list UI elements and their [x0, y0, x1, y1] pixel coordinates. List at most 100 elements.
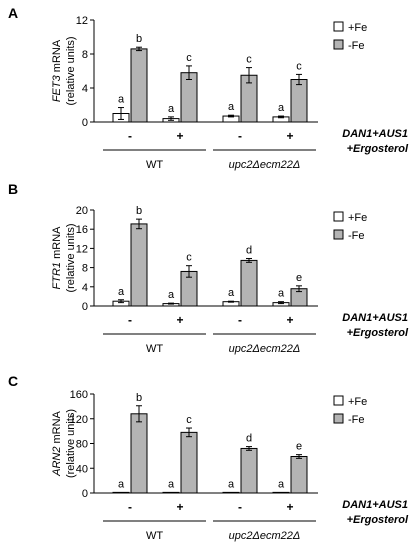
bar — [130, 223, 148, 307]
significance-letter: a — [228, 287, 235, 299]
treatment-mark: + — [176, 313, 183, 327]
significance-letter: a — [118, 478, 125, 490]
treatment-label: DAN1+AUS1 — [342, 312, 408, 324]
y-axis-label: FET3 mRNA — [51, 39, 63, 102]
treatment-mark: + — [286, 129, 293, 143]
panel-letter: C — [8, 373, 18, 389]
y-axis-label-rest: mRNA — [51, 410, 63, 446]
significance-letter: e — [296, 272, 302, 284]
group-label: upc2Δecm22Δ — [229, 530, 301, 542]
y-axis-label-rest: mRNA — [51, 226, 63, 262]
significance-letter: a — [228, 101, 235, 113]
y-tick-label: 160 — [70, 389, 88, 401]
significance-letter: b — [136, 205, 142, 217]
legend-label: +Fe — [348, 22, 367, 34]
treatment-mark: - — [128, 313, 132, 327]
y-tick-label: 0 — [82, 301, 88, 313]
group-label: WT — [146, 159, 163, 171]
significance-letter: d — [246, 244, 252, 256]
legend-swatch — [333, 413, 344, 424]
significance-letter: d — [246, 433, 252, 445]
panel-b: B 0 4 8 12 16 20 FTR1 mRNA (relative units) a a a a b… — [8, 181, 409, 355]
legend-label: +Fe — [348, 396, 367, 408]
treatment-label: +Ergosterol — [347, 143, 409, 155]
bar — [130, 413, 148, 494]
y-axis-label-rest: mRNA — [51, 39, 63, 75]
y-axis-label-line2: (relative units) — [65, 223, 77, 292]
y-tick-label: 16 — [76, 224, 88, 236]
y-tick-label: 80 — [76, 439, 88, 451]
significance-letter: a — [118, 286, 125, 298]
treatment-mark: - — [128, 129, 132, 143]
treatment-mark: + — [176, 129, 183, 143]
treatment-label: +Ergosterol — [347, 327, 409, 339]
legend-label: -Fe — [348, 414, 365, 426]
y-axis-label-line2: (relative units) — [65, 409, 77, 478]
panel-letter: A — [8, 5, 18, 21]
treatment-mark: + — [286, 500, 293, 514]
group-label: WT — [146, 343, 163, 355]
y-tick-label: 0 — [82, 117, 88, 129]
y-axis-label: FTR1 mRNA — [51, 226, 63, 290]
legend-swatch — [333, 395, 344, 406]
significance-letter: c — [186, 414, 192, 426]
significance-letter: c — [186, 52, 192, 64]
bar — [112, 491, 130, 494]
legend-swatch — [333, 39, 344, 50]
legend-swatch — [333, 229, 344, 240]
panel-letter: B — [8, 181, 18, 197]
bar — [240, 447, 258, 494]
bar — [240, 259, 258, 307]
significance-letter: b — [136, 392, 142, 404]
bar — [290, 79, 308, 123]
y-axis-label-line2: (relative units) — [65, 36, 77, 105]
bar — [180, 72, 198, 123]
group-label: upc2Δecm22Δ — [229, 343, 301, 355]
y-tick-label: 0 — [82, 488, 88, 500]
bar — [162, 491, 180, 494]
y-axis-gene: ARN2 — [51, 447, 63, 477]
significance-letter: e — [296, 441, 302, 453]
y-tick-label: 20 — [76, 205, 88, 217]
y-tick-label: 40 — [76, 463, 88, 475]
y-tick-label: 8 — [82, 263, 88, 275]
treatment-mark: + — [176, 500, 183, 514]
y-tick-label: 12 — [76, 15, 88, 27]
significance-letter: c — [296, 60, 302, 72]
treatment-mark: - — [128, 500, 132, 514]
y-axis-gene: FTR1 — [51, 262, 63, 290]
significance-letter: c — [186, 252, 192, 264]
bar — [222, 491, 240, 494]
significance-letter: c — [246, 54, 252, 66]
treatment-label: +Ergosterol — [347, 514, 409, 526]
treatment-mark: - — [238, 129, 242, 143]
significance-letter: a — [278, 478, 285, 490]
y-axis-label: ARN2 mRNA — [51, 410, 63, 476]
treatment-label: DAN1+AUS1 — [342, 499, 408, 511]
significance-letter: a — [168, 103, 175, 115]
y-tick-label: 120 — [70, 414, 88, 426]
group-label: WT — [146, 530, 163, 542]
y-tick-label: 4 — [82, 83, 88, 95]
legend-label: -Fe — [348, 40, 365, 52]
legend-label: -Fe — [348, 230, 365, 242]
panel-c: C 0 40 80 120 160 ARN2 mRNA (relative units) a a a… — [8, 373, 409, 542]
y-tick-label: 4 — [82, 282, 88, 294]
y-tick-label: 8 — [82, 49, 88, 61]
group-label: upc2Δecm22Δ — [229, 159, 301, 171]
panel-a: A 0 4 8 12 FET3 mRNA (relative units) a a a a b c c c -… — [8, 5, 409, 171]
significance-letter: a — [278, 288, 285, 300]
treatment-mark: + — [286, 313, 293, 327]
significance-letter: a — [278, 102, 285, 114]
legend-label: +Fe — [348, 212, 367, 224]
bar — [272, 491, 290, 494]
bar — [290, 455, 308, 494]
significance-letter: a — [168, 289, 175, 301]
y-tick-label: 12 — [76, 243, 88, 255]
significance-letter: b — [136, 33, 142, 45]
legend-swatch — [333, 211, 344, 222]
y-axis-gene: FET3 — [51, 74, 63, 102]
significance-letter: a — [118, 94, 125, 106]
bar — [180, 431, 198, 494]
